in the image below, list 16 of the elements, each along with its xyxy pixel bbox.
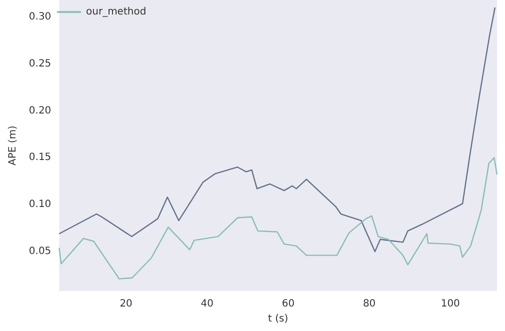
x-axis-title: t (s) [268,313,288,324]
x-tick-label: 100 [440,298,460,310]
line-series [58,157,498,280]
x-tick-label: 40 [200,298,214,310]
y-tick-label: 0.05 [28,246,52,258]
y-tick-label: 0.25 [28,58,52,70]
y-tick-label: 0.30 [28,11,52,22]
x-tick-label: 20 [120,298,132,310]
y-tick-label: 0.10 [28,199,52,210]
y-tick-label: 0.20 [28,105,52,116]
y-tick-label: 0.15 [28,152,52,164]
y-axis-title: APE (m) [8,125,18,166]
x-tick-label: 80 [362,298,376,310]
x-tick-label: 60 [282,298,295,310]
line-series [58,6,496,252]
legend-label: our_method [86,6,146,18]
